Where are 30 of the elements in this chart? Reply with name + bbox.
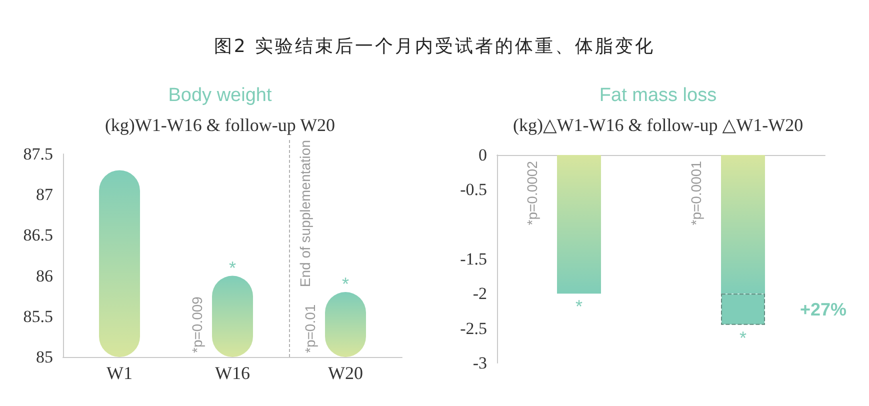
annotation: * <box>228 258 236 278</box>
y-tick-label: -2 <box>472 284 487 304</box>
y-tick-label: 86 <box>36 266 53 286</box>
annotation: +27% <box>800 299 847 320</box>
y-tick-label: 85 <box>36 348 53 366</box>
chart-title: Fat mass loss <box>599 85 717 106</box>
y-tick-label: -3 <box>472 354 487 372</box>
annotation: *p=0.01 <box>302 304 318 353</box>
chart-title: Body weight <box>168 85 272 106</box>
y-tick-label: 85.5 <box>23 306 53 326</box>
annotation: *p=0.0002 <box>524 160 540 226</box>
y-tick-label: -0.5 <box>460 180 487 200</box>
annotation: *p=0.0001 <box>688 160 704 226</box>
annotation: *p=0.009 <box>189 296 205 353</box>
x-tick-label: W1 <box>106 363 132 383</box>
chart-subtitle: (kg)W1-W16 & follow-up W20 <box>104 115 336 135</box>
y-tick-label: 0 <box>478 146 487 164</box>
x-tick-label: W20 <box>328 363 363 383</box>
annotation: * <box>739 328 747 348</box>
y-tick-label: -2.5 <box>460 318 487 338</box>
annotation: End of supplementation <box>297 140 313 288</box>
y-tick-label: 87 <box>36 185 54 204</box>
y-tick-label: -1.5 <box>460 250 487 268</box>
x-tick-label: W16 <box>215 363 250 383</box>
annotation: * <box>575 296 583 317</box>
annotation: * <box>342 274 350 294</box>
y-tick-label: 86.5 <box>23 226 53 245</box>
y-tick-label: 87.5 <box>23 144 53 164</box>
chart-subtitle: (kg)△W1-W16 & follow-up △W1-W20 <box>512 115 804 135</box>
text: 图2 实验结束后一个月内受试者的体重、体脂变化 <box>214 35 656 58</box>
